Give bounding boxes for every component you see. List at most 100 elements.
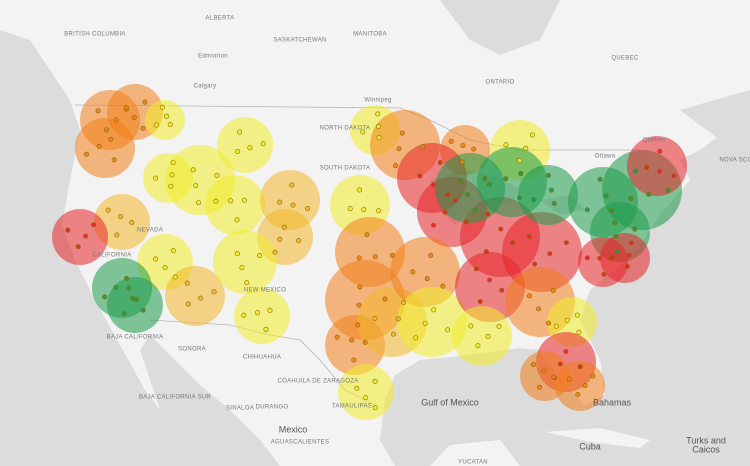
point	[657, 168, 663, 174]
point	[537, 384, 543, 390]
point	[164, 113, 170, 119]
point	[123, 105, 129, 111]
point	[526, 234, 532, 240]
point	[551, 374, 557, 380]
bubble	[75, 118, 135, 178]
point	[548, 187, 554, 193]
point	[357, 284, 363, 290]
caribbean-land	[430, 428, 650, 466]
point	[356, 302, 362, 308]
point	[95, 108, 101, 114]
place-label: SONORA	[178, 347, 206, 353]
point	[628, 196, 634, 202]
point	[590, 373, 596, 379]
point	[460, 142, 466, 148]
point	[196, 200, 202, 206]
point	[281, 224, 287, 230]
point	[362, 339, 368, 345]
point	[529, 132, 535, 138]
point	[159, 104, 165, 110]
point	[465, 192, 471, 198]
point	[117, 214, 123, 220]
point	[355, 322, 361, 328]
place-label: Québec	[643, 138, 666, 144]
point	[126, 285, 132, 291]
place-label: NORTH DAKOTA	[320, 126, 371, 132]
point	[349, 337, 355, 343]
point	[247, 145, 253, 151]
point	[372, 254, 378, 260]
point	[577, 364, 583, 370]
point	[550, 288, 556, 294]
point	[234, 251, 240, 257]
point	[356, 255, 362, 261]
bubble	[627, 136, 687, 196]
point	[609, 208, 615, 214]
point	[376, 135, 382, 141]
hudson-bay	[440, 0, 560, 55]
point	[239, 265, 245, 271]
place-label: SASKATCHEWAN	[273, 38, 326, 44]
point	[334, 334, 340, 340]
point	[671, 173, 677, 179]
point	[431, 307, 437, 313]
point	[289, 182, 295, 188]
point	[475, 343, 481, 349]
point	[523, 145, 529, 151]
point	[665, 187, 671, 193]
point	[428, 252, 434, 258]
point	[267, 307, 273, 313]
point	[389, 252, 395, 258]
point	[296, 237, 302, 243]
place-label: MANITOBA	[353, 32, 387, 38]
point	[613, 234, 619, 240]
point	[576, 329, 582, 335]
place-label: SINALOA	[226, 406, 254, 412]
place-label: NOVA SCO	[719, 158, 750, 164]
point	[123, 275, 129, 281]
point	[410, 269, 416, 275]
place-label: Bahamas	[593, 397, 632, 407]
place-label: CALIFORNIA	[92, 253, 131, 259]
point	[393, 163, 399, 169]
gulf-of-st-lawrence	[680, 90, 750, 140]
point	[499, 287, 505, 293]
point	[582, 383, 588, 389]
point	[536, 306, 542, 312]
point	[440, 283, 446, 289]
point	[235, 148, 241, 154]
point	[114, 232, 120, 238]
point	[424, 276, 430, 282]
point	[133, 297, 139, 303]
place-label: Cuba	[579, 441, 601, 451]
point	[413, 335, 419, 341]
point	[260, 141, 266, 147]
point	[564, 317, 570, 323]
point	[567, 376, 573, 382]
point	[105, 207, 111, 213]
point	[612, 220, 618, 226]
point	[104, 127, 110, 133]
point	[153, 122, 159, 128]
place-label: ONTARIO	[486, 80, 515, 86]
place-label: Calgary	[194, 84, 217, 90]
point	[172, 274, 178, 280]
point	[468, 323, 474, 329]
place-label: SOUTH DAKOTA	[320, 166, 371, 172]
point	[234, 217, 240, 223]
point	[401, 299, 407, 305]
point	[290, 202, 296, 208]
point	[445, 192, 451, 198]
point	[83, 233, 89, 239]
point	[91, 222, 97, 228]
point	[351, 357, 357, 363]
bubble	[205, 175, 265, 235]
point	[375, 111, 381, 117]
point	[244, 280, 250, 286]
place-label: TAMAULIPAS	[332, 404, 372, 410]
point	[503, 142, 509, 148]
point	[482, 176, 488, 182]
point	[471, 146, 477, 152]
point	[510, 240, 516, 246]
